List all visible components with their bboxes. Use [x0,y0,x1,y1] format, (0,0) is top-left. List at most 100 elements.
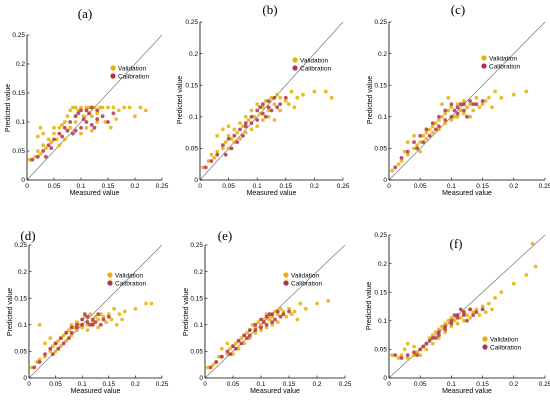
data-point [127,105,132,110]
data-point [524,89,529,94]
data-point [390,168,394,173]
data-point [468,114,472,119]
data-point [48,349,53,354]
legend-marker [283,280,289,286]
legend-entry: Validation [118,65,146,72]
data-point [270,312,275,317]
data-point [533,264,538,269]
x-tick-label: 0.25 [156,183,169,190]
series-validation [201,89,334,170]
data-point [65,128,70,133]
data-point [275,320,280,324]
data-point [424,341,429,346]
data-point [101,314,106,319]
data-point [232,133,237,138]
y-axis-label: Predicted value [5,84,12,132]
data-point [427,127,432,132]
x-tick-label: 0.05 [227,381,240,388]
data-point [51,352,55,356]
y-tick-label: 0.25 [185,19,198,26]
data-point [446,108,451,113]
data-point [38,152,43,156]
data-point [229,137,234,141]
data-point [209,159,214,163]
series-validation [390,241,538,360]
y-tick-label: 0.2 [18,269,27,276]
data-point [221,143,225,148]
data-point [267,312,272,317]
data-point [81,117,86,121]
data-point [48,336,53,340]
data-point [421,344,426,349]
legend-marker [482,336,488,342]
data-point [95,117,100,121]
data-point [109,317,114,322]
y-tick-label: 0.1 [189,114,198,121]
data-point [443,121,448,125]
y-tick-label: 0.25 [190,242,203,249]
data-point [455,321,460,326]
y-tick-label: 0.1 [18,322,27,329]
data-point [92,125,97,130]
data-point [493,296,497,300]
y-tick-label: 0.15 [185,82,198,89]
data-point [226,133,231,138]
data-point [56,338,61,343]
data-point [43,352,47,356]
data-point [35,154,40,159]
data-point [84,105,89,110]
data-point [41,149,46,153]
y-tick-label: 0 [23,375,27,382]
data-point [88,322,93,327]
y-axis-label: Predicted value [177,76,184,124]
data-point [278,108,282,113]
data-point [283,95,288,100]
data-point [273,317,277,322]
x-tick-label: 0.1 [78,381,87,388]
data-point [250,322,255,327]
data-point [490,105,494,110]
y-tick-label: 0.25 [374,232,387,239]
data-point [255,108,260,113]
data-point [236,338,241,343]
legend-marker [283,272,289,278]
data-point [85,328,90,332]
data-point [68,120,73,124]
diagonal-line [388,234,546,379]
data-point [252,114,257,119]
panel-c: (c) 00 0.05 0.05 0.1 0.1 0.15 0.15 0.2 0.2 0.25 0.2… [367,2,550,197]
data-point [259,325,263,330]
data-point [76,108,81,113]
data-point [295,317,300,322]
data-point [101,317,106,322]
x-tick-label: 0.05 [414,183,427,190]
legend-marker [110,65,116,71]
x-tick-label: 0.2 [131,381,140,388]
legend-entry: Validation [291,272,319,279]
data-point [462,99,466,103]
legend-marker [292,57,298,63]
data-point [449,114,454,119]
y-axis-label: Predicted value [183,288,190,336]
y-tick-label: 0 [199,375,203,382]
data-point [275,92,280,97]
data-point [149,301,154,306]
data-point [471,310,476,315]
data-point [225,349,230,354]
data-point [57,143,62,148]
data-point [452,318,457,323]
y-tick-label: 0 [383,177,387,184]
data-point [452,313,457,317]
y-tick-label: 0.25 [12,32,25,39]
data-point [72,325,77,330]
data-point [289,312,294,317]
data-point [424,347,429,352]
legend-entry: Calibration [490,344,521,351]
data-point [221,146,225,151]
data-point [38,125,43,130]
y-tick-label: 0.05 [374,146,387,153]
data-point [455,313,460,317]
